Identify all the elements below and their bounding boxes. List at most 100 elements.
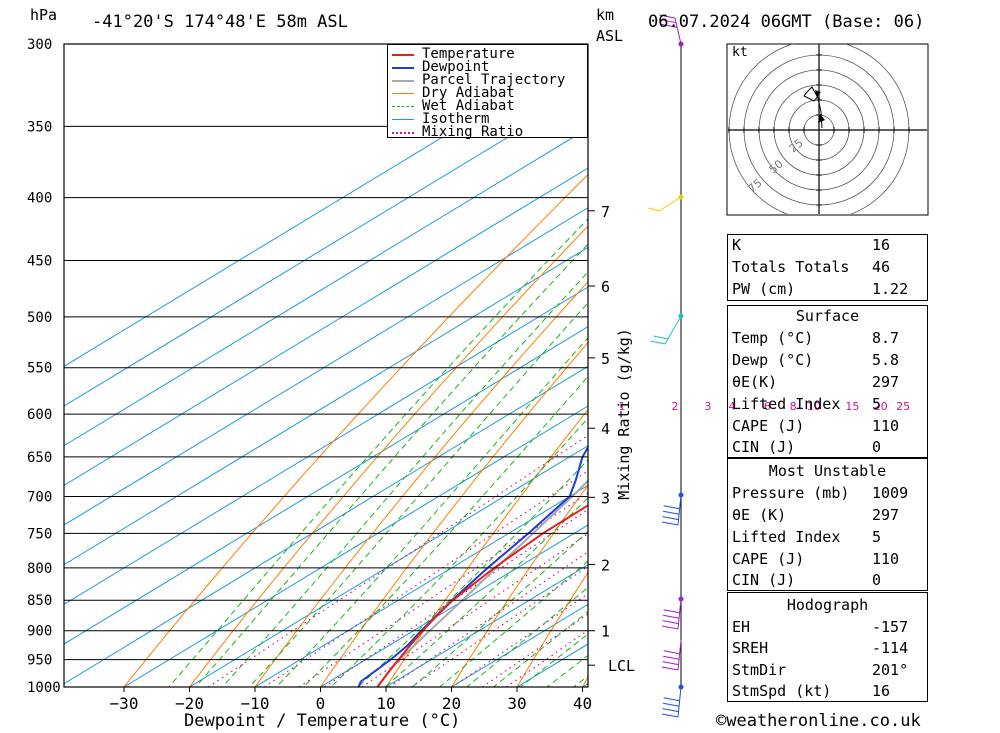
table-row: θE(K) 297 bbox=[728, 372, 927, 394]
most-unstable-table: Most Unstable Pressure (mb) 1009 θE (K) 29… bbox=[727, 458, 928, 591]
row-label: CAPE (J) bbox=[732, 417, 805, 435]
row-label: Totals Totals bbox=[732, 258, 850, 276]
table-row: EH -157 bbox=[728, 617, 927, 639]
x-tick-label: −20 bbox=[175, 694, 204, 713]
wind-barb-flag bbox=[663, 510, 680, 515]
temperature-profile-line bbox=[376, 504, 588, 687]
dry-adiabat-line bbox=[319, 341, 588, 687]
dry-adiabat-line bbox=[254, 280, 588, 687]
pressure-tick-label: 700 bbox=[27, 490, 52, 506]
isotherm-line bbox=[64, 88, 588, 407]
wind-barb-flag bbox=[661, 713, 679, 718]
wind-barb-flag bbox=[653, 335, 668, 340]
pressure-tick-label: 400 bbox=[27, 191, 52, 207]
row-label: PW (cm) bbox=[732, 280, 796, 298]
table-row: StmSpd (kt) 16 bbox=[728, 681, 927, 703]
row-value: 201° bbox=[872, 661, 909, 679]
legend-label: Dry Adiabat bbox=[422, 85, 515, 101]
x-tick-label: 10 bbox=[376, 694, 395, 713]
isotherm-line bbox=[64, 167, 588, 486]
row-label: Lifted Index bbox=[732, 528, 841, 546]
km-tick-label: 5 bbox=[601, 350, 610, 368]
table-row: StmDir 201° bbox=[728, 660, 927, 682]
pressure-tick-label: 450 bbox=[27, 254, 52, 270]
legend-swatch bbox=[392, 132, 414, 134]
hodograph-unit-label: kt bbox=[732, 45, 748, 60]
mixing-ratio-axis-label: Mixing Ratio (g/kg) bbox=[615, 328, 633, 500]
wind-barb-staff bbox=[677, 686, 682, 718]
row-value: 297 bbox=[872, 506, 900, 524]
row-label: EH bbox=[732, 618, 751, 636]
wind-barb-staff bbox=[677, 598, 682, 630]
wet-adiabat-line bbox=[330, 417, 588, 687]
row-value: 1009 bbox=[872, 484, 909, 502]
legend-label: Mixing Ratio bbox=[422, 124, 524, 140]
pressure-tick-label: 850 bbox=[27, 593, 52, 609]
mixing-ratio-label: 6 bbox=[764, 400, 771, 413]
dry-adiabat-line bbox=[188, 225, 588, 687]
mixing-ratio-label: 15 bbox=[845, 400, 859, 413]
row-label: CIN (J) bbox=[732, 438, 796, 456]
legend-label: Parcel Trajectory bbox=[422, 72, 566, 88]
row-value: 0 bbox=[872, 571, 882, 589]
copyright-link[interactable]: ©weatheronline.co.uk bbox=[716, 711, 921, 731]
dry-adiabat-line bbox=[516, 571, 588, 687]
table-row: CAPE (J) 110 bbox=[728, 416, 927, 438]
wet-adiabat-line bbox=[275, 336, 588, 687]
mixing-ratio-line bbox=[361, 533, 588, 687]
table-row: SREH -114 bbox=[728, 638, 927, 660]
wet-adiabat-line bbox=[221, 271, 588, 687]
row-label: θE (K) bbox=[732, 506, 787, 524]
wet-adiabat-line bbox=[194, 243, 588, 687]
wind-barb-flag bbox=[661, 666, 679, 671]
row-label: Temp (°C) bbox=[732, 329, 814, 347]
section-title: Most Unstable bbox=[768, 462, 887, 480]
wind-barb-flag bbox=[660, 19, 677, 24]
isotherm-line bbox=[123, 405, 588, 687]
isotherm-line bbox=[385, 564, 588, 687]
row-value: 5.8 bbox=[872, 351, 900, 369]
plot-frame bbox=[63, 43, 589, 688]
pressure-tick-label: 1000 bbox=[27, 680, 61, 696]
row-value: -114 bbox=[872, 639, 909, 657]
parcel-trajectory-profile-line bbox=[376, 479, 588, 687]
x-tick-label: −10 bbox=[241, 694, 270, 713]
table-row: K 16 bbox=[728, 235, 927, 257]
km-tick-label: 7 bbox=[601, 203, 610, 221]
wet-adiabat-line bbox=[384, 497, 588, 687]
dry-adiabat-line bbox=[123, 173, 588, 687]
isotherm-line bbox=[64, 286, 588, 605]
table-row: CAPE (J) 110 bbox=[728, 549, 927, 571]
x-tick-label: −30 bbox=[110, 694, 139, 713]
legend-label: Isotherm bbox=[422, 111, 490, 127]
lcl-label: LCL bbox=[608, 657, 635, 675]
row-value: 16 bbox=[872, 682, 891, 700]
pressure-tick-label: 900 bbox=[27, 624, 52, 640]
row-label: CAPE (J) bbox=[732, 550, 805, 568]
row-value: 297 bbox=[872, 373, 900, 391]
row-label: θE(K) bbox=[732, 373, 778, 391]
wind-barb-flag bbox=[662, 620, 679, 625]
row-value: 16 bbox=[872, 236, 891, 254]
isotherm-line bbox=[319, 524, 588, 687]
wind-barb-flag bbox=[663, 609, 680, 614]
pressure-tick-label: 950 bbox=[27, 653, 52, 669]
wet-adiabat-line bbox=[302, 375, 588, 687]
row-label: K bbox=[732, 236, 742, 254]
legend-swatch bbox=[392, 93, 414, 94]
wind-barb-flag bbox=[662, 708, 679, 713]
isotherm-line bbox=[64, 207, 588, 526]
mixing-ratio-label: 2 bbox=[672, 400, 679, 413]
legend: Temperature Dewpoint Parcel Trajectory D… bbox=[387, 44, 588, 140]
row-label: CIN (J) bbox=[732, 571, 796, 589]
wind-barb-staff bbox=[664, 315, 682, 345]
legend-swatch bbox=[392, 106, 414, 107]
row-value: 8.7 bbox=[872, 329, 900, 347]
wind-barb-flag bbox=[663, 702, 680, 707]
indices-table: K 16 Totals Totals 46 PW (cm) 1.22 bbox=[727, 234, 928, 301]
table-row: Lifted Index 5 bbox=[728, 527, 927, 549]
row-value: -157 bbox=[872, 618, 909, 636]
hodograph-arrow bbox=[815, 90, 821, 97]
wet-adiabat-line bbox=[438, 560, 588, 687]
